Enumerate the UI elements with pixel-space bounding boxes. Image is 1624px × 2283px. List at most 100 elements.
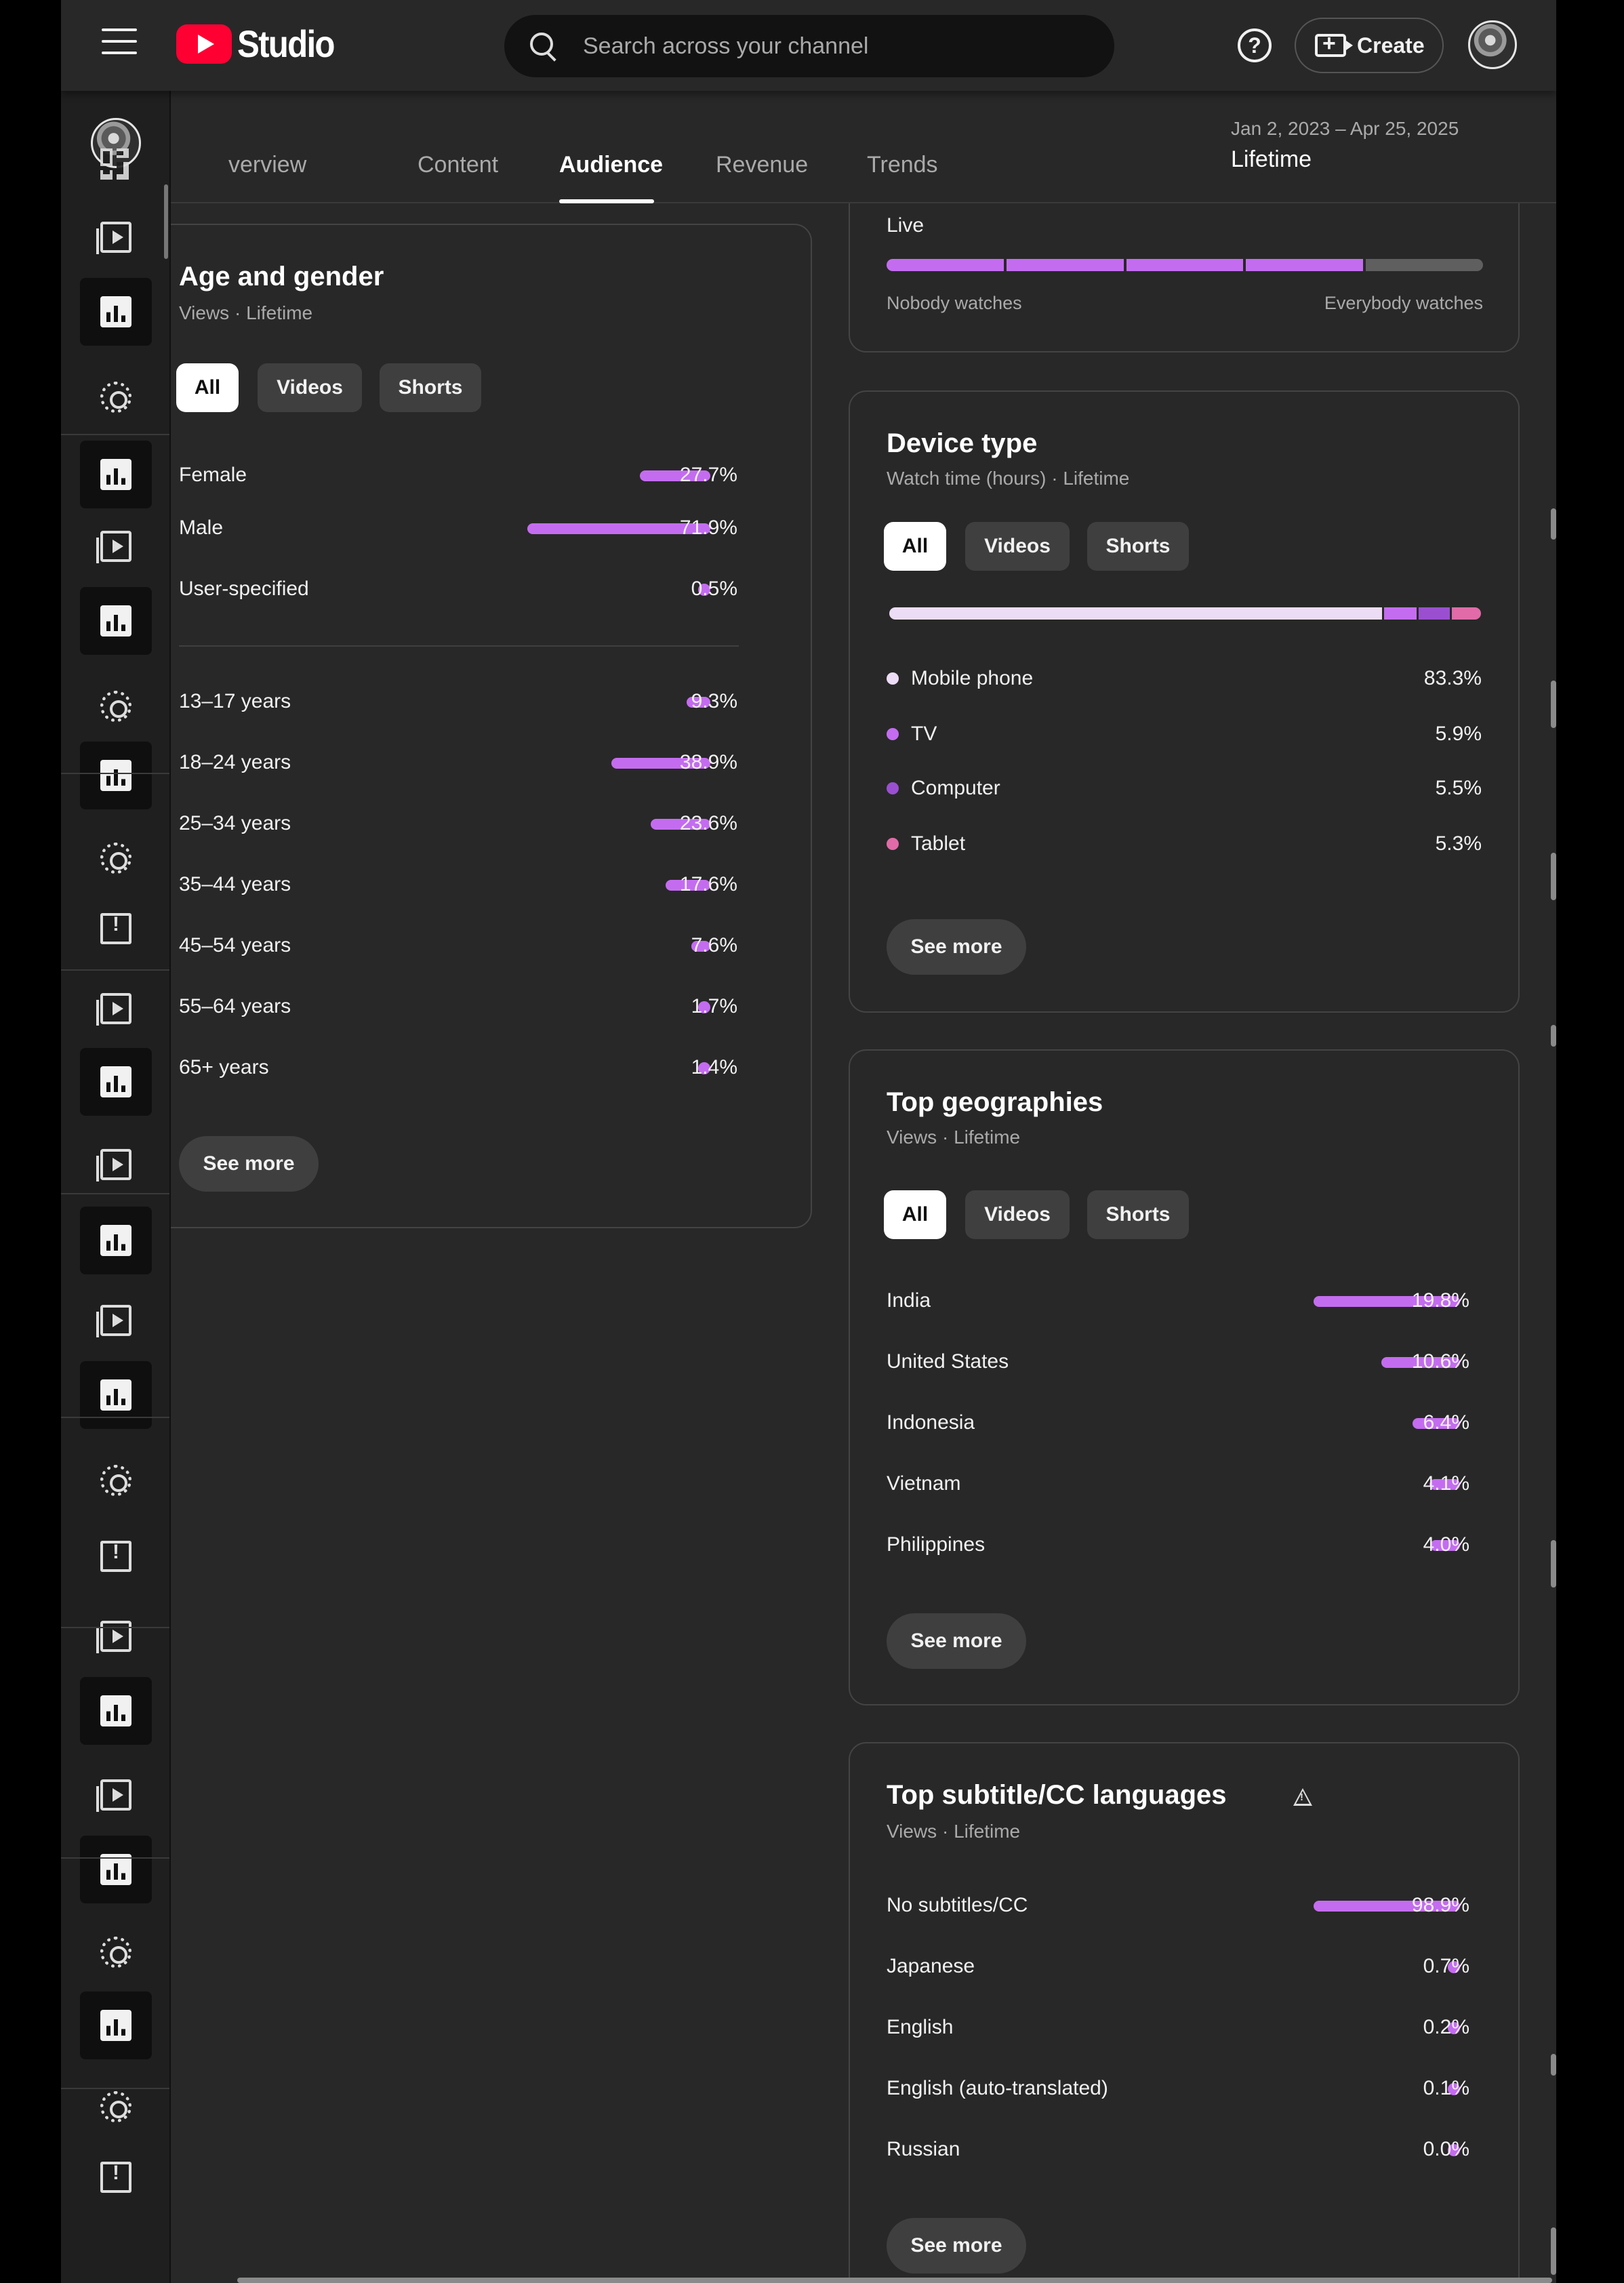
sidebar-item-dashboard[interactable] xyxy=(80,130,152,198)
age-row-value: 23.6% xyxy=(679,812,737,834)
card-subtitle: Views · Lifetime xyxy=(179,302,313,323)
scroll-marker xyxy=(1551,681,1556,728)
tab-revenue[interactable]: Revenue xyxy=(716,152,809,178)
tab-trends[interactable]: Trends xyxy=(867,152,938,178)
sidebar-item-analytics[interactable] xyxy=(80,742,152,809)
age-row-bar xyxy=(698,1062,710,1074)
sidebar-item-content[interactable] xyxy=(80,1602,152,1670)
sidebar-item-analytics[interactable] xyxy=(80,1836,152,1903)
filter-shorts-chip[interactable]: Shorts xyxy=(1087,522,1189,571)
tab-audience[interactable]: Audience xyxy=(559,152,664,178)
sidebar-item-content[interactable] xyxy=(80,512,152,580)
gender-row-label: Male xyxy=(179,517,224,539)
device-bar-segment xyxy=(1419,607,1450,620)
sidebar-item-content[interactable] xyxy=(80,203,152,271)
sidebar-item-feedback[interactable] xyxy=(80,895,152,963)
search-bar[interactable] xyxy=(504,15,1114,77)
sidebar-item-content[interactable] xyxy=(80,1287,152,1354)
see-more-button[interactable]: See more xyxy=(887,919,1026,975)
sidebar-item-content[interactable] xyxy=(80,975,152,1043)
sidebar-item-analytics[interactable] xyxy=(80,1048,152,1116)
sidebar-item-analytics[interactable] xyxy=(80,1207,152,1274)
youtube-studio-logo[interactable]: Studio xyxy=(176,22,347,66)
see-more-button[interactable]: See more xyxy=(179,1136,319,1192)
search-icon[interactable] xyxy=(529,31,559,61)
geo-row-value: 10.6% xyxy=(1411,1350,1469,1373)
filter-shorts-chip[interactable]: Shorts xyxy=(1087,1190,1189,1239)
device-legend-dot xyxy=(887,782,899,794)
sidebar-divider xyxy=(61,773,169,774)
gender-row-value: 71.9% xyxy=(679,517,737,539)
filter-videos-chip[interactable]: Videos xyxy=(258,363,362,412)
gender-row-label: Female xyxy=(179,464,247,486)
sidebar-item-settings[interactable] xyxy=(80,1447,152,1514)
account-avatar[interactable] xyxy=(1468,20,1517,69)
geo-row-label: Vietnam xyxy=(887,1472,961,1495)
sidebar-item-analytics[interactable] xyxy=(80,1361,152,1429)
age-row-label: 13–17 years xyxy=(179,690,291,712)
gender-row-value: 0.5% xyxy=(691,578,737,600)
sidebar-item-settings[interactable] xyxy=(80,2073,152,2141)
youtube-play-icon xyxy=(176,24,232,64)
live-max-label: Everybody watches xyxy=(1324,293,1483,313)
content-icon xyxy=(96,222,131,254)
search-input[interactable] xyxy=(583,15,1084,77)
geo-row-label: Philippines xyxy=(887,1533,986,1556)
device-legend-dot xyxy=(887,728,899,740)
age-row-label: 25–34 years xyxy=(179,812,291,834)
subtitle-row-value: 98.9% xyxy=(1411,1894,1469,1916)
create-button[interactable]: Create xyxy=(1295,18,1444,73)
card-title: Device type xyxy=(887,428,1038,458)
see-more-button[interactable]: See more xyxy=(887,2218,1026,2274)
sidebar-divider xyxy=(61,1857,169,1859)
help-icon[interactable]: ? xyxy=(1238,28,1272,62)
sidebar-item-settings[interactable] xyxy=(80,1918,152,1986)
sidebar-item-analytics[interactable] xyxy=(80,1677,152,1745)
analytics-icon xyxy=(100,1695,131,1726)
sidebar-item-analytics[interactable] xyxy=(80,278,152,346)
date-range-picker[interactable]: Jan 2, 2023 – Apr 25, 2025 Lifetime xyxy=(1231,118,1556,193)
feedback-icon xyxy=(100,913,131,944)
sidebar-item-feedback[interactable] xyxy=(80,2143,152,2211)
filter-videos-chip[interactable]: Videos xyxy=(965,522,1070,571)
sidebar-item-feedback[interactable] xyxy=(80,1522,152,1590)
see-more-button[interactable]: See more xyxy=(887,1613,1026,1669)
content-icon xyxy=(96,993,131,1026)
sidebar-item-content[interactable] xyxy=(80,1131,152,1198)
tab-content[interactable]: Content xyxy=(418,152,499,178)
menu-icon[interactable] xyxy=(102,28,137,61)
geo-row-value: 19.8% xyxy=(1411,1289,1469,1312)
sidebar-item-settings[interactable] xyxy=(80,363,152,431)
warning-icon[interactable] xyxy=(1293,1788,1312,1806)
sidebar-scrollbar[interactable] xyxy=(164,184,168,259)
subtitle-row-label: Japanese xyxy=(887,1955,975,1977)
analytics-icon xyxy=(100,760,131,791)
filter-all-chip[interactable]: All xyxy=(884,1190,946,1239)
geo-row-label: Indonesia xyxy=(887,1411,975,1434)
horizontal-scrollbar[interactable] xyxy=(237,2278,1552,2283)
sidebar-item-settings[interactable] xyxy=(80,824,152,892)
gender-row-bar xyxy=(698,584,710,596)
filter-all-chip[interactable]: All xyxy=(176,363,239,412)
subtitle-row-bar xyxy=(1448,2022,1460,2034)
geo-row-value: 4.1% xyxy=(1423,1472,1469,1495)
age-row-value: 9.3% xyxy=(691,690,737,712)
tab-overview[interactable]: verview xyxy=(228,152,307,178)
device-bar-segment xyxy=(1383,607,1417,620)
age-row-label: 35–44 years xyxy=(179,873,291,895)
filter-videos-chip[interactable]: Videos xyxy=(965,1190,1070,1239)
sidebar-divider xyxy=(61,969,169,971)
sidebar-divider xyxy=(61,1417,169,1418)
sidebar-item-content[interactable] xyxy=(80,1761,152,1829)
age-row-bar xyxy=(691,941,710,952)
sidebar-item-analytics[interactable] xyxy=(80,441,152,508)
active-tab-indicator xyxy=(559,199,654,203)
filter-all-chip[interactable]: All xyxy=(884,522,946,571)
sidebar-item-settings[interactable] xyxy=(80,672,152,740)
feedback-icon xyxy=(100,2162,131,2193)
content-icon xyxy=(96,1305,131,1337)
sidebar-item-analytics[interactable] xyxy=(80,587,152,655)
filter-shorts-chip[interactable]: Shorts xyxy=(380,363,481,412)
geo-row-bar xyxy=(1430,1540,1460,1551)
sidebar-item-analytics[interactable] xyxy=(80,1992,152,2059)
